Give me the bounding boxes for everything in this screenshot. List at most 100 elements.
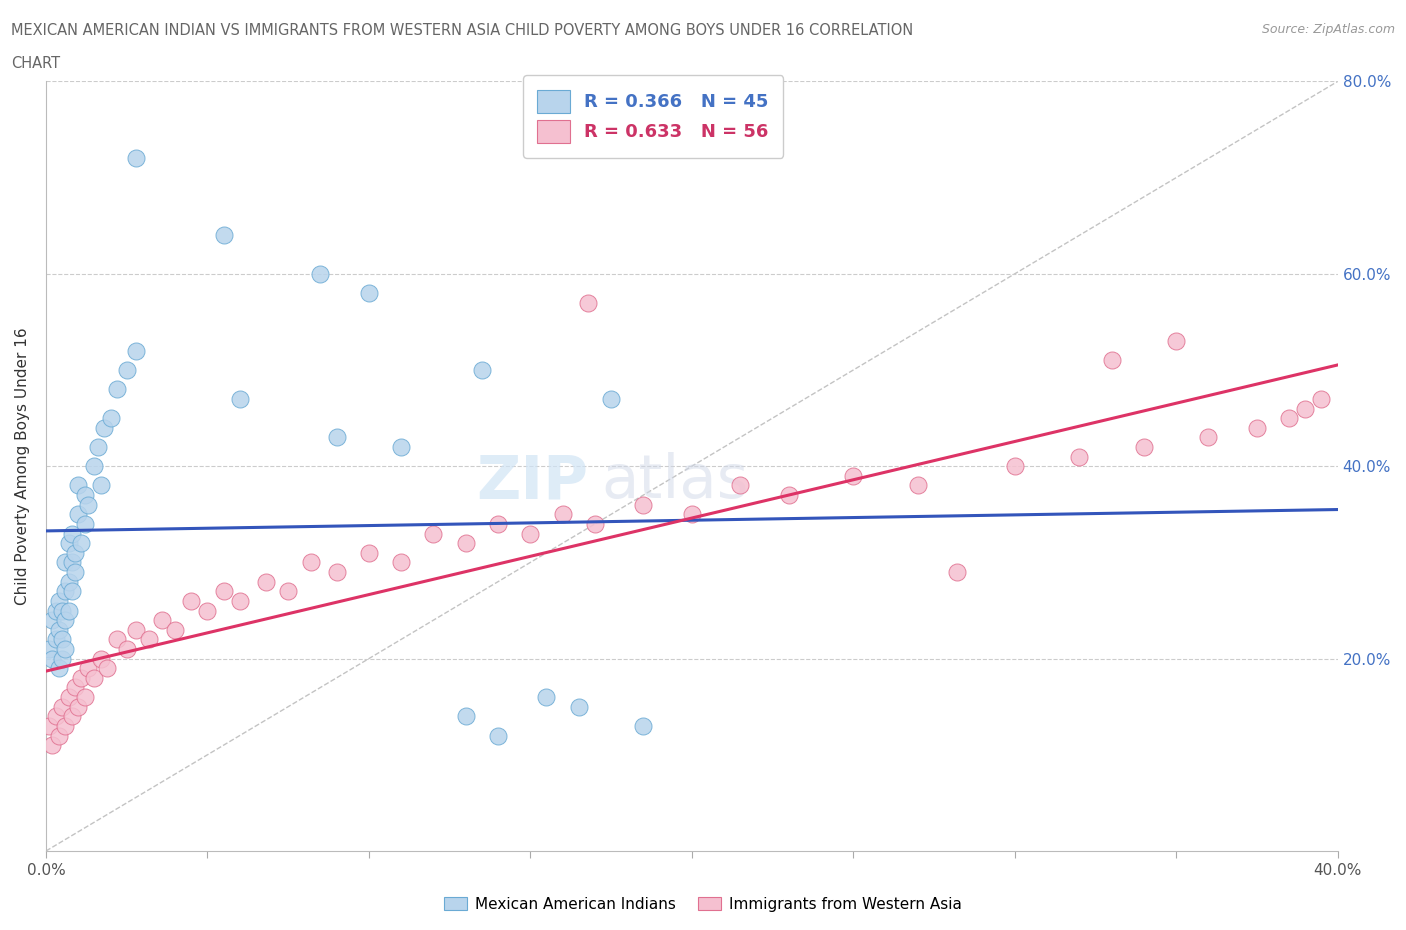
Point <box>633 498 655 512</box>
Point <box>325 565 347 579</box>
Point <box>389 440 412 455</box>
Point <box>58 690 80 705</box>
Point <box>58 603 80 618</box>
Point <box>180 593 202 608</box>
Point <box>551 507 574 522</box>
Point <box>389 555 412 570</box>
Point <box>600 392 623 406</box>
Point <box>58 574 80 589</box>
Point <box>41 613 63 628</box>
Point <box>67 507 90 522</box>
Text: MEXICAN AMERICAN INDIAN VS IMMIGRANTS FROM WESTERN ASIA CHILD POVERTY AMONG BOYS: MEXICAN AMERICAN INDIAN VS IMMIGRANTS FR… <box>11 23 914 38</box>
Point <box>48 728 70 743</box>
Point <box>60 709 83 724</box>
Point <box>83 671 105 685</box>
Point <box>45 709 67 724</box>
Point <box>536 690 558 705</box>
Point <box>125 151 148 166</box>
Point <box>51 651 73 666</box>
Point <box>86 440 108 455</box>
Point <box>1133 440 1156 455</box>
Point <box>277 584 299 599</box>
Point <box>422 526 444 541</box>
Point <box>63 565 86 579</box>
Text: atlas: atlas <box>602 452 749 512</box>
Point <box>105 382 128 397</box>
Point <box>212 228 235 243</box>
Point <box>945 565 967 579</box>
Point <box>471 363 494 378</box>
Point <box>454 709 477 724</box>
Point <box>681 507 703 522</box>
Point <box>125 622 148 637</box>
Point <box>60 526 83 541</box>
Point <box>53 613 76 628</box>
Point <box>48 593 70 608</box>
Point <box>48 622 70 637</box>
Point <box>115 363 138 378</box>
Point <box>728 478 751 493</box>
Text: Source: ZipAtlas.com: Source: ZipAtlas.com <box>1261 23 1395 36</box>
Point <box>45 603 67 618</box>
Point <box>578 295 600 310</box>
Point <box>842 469 865 484</box>
Point <box>519 526 541 541</box>
Point <box>568 699 591 714</box>
Point <box>51 699 73 714</box>
Text: CHART: CHART <box>11 56 60 71</box>
Point <box>1278 411 1301 426</box>
Point <box>63 545 86 560</box>
Point <box>58 536 80 551</box>
Point <box>165 622 187 637</box>
Point <box>150 613 173 628</box>
Point <box>90 651 112 666</box>
Point <box>325 430 347 445</box>
Point <box>60 584 83 599</box>
Point <box>1310 392 1333 406</box>
Legend: R = 0.366   N = 45, R = 0.633   N = 56: R = 0.366 N = 45, R = 0.633 N = 56 <box>523 75 783 157</box>
Point <box>63 680 86 695</box>
Point <box>53 719 76 734</box>
Point <box>228 392 250 406</box>
Point <box>83 458 105 473</box>
Point <box>90 478 112 493</box>
Point <box>309 266 332 281</box>
Point <box>48 661 70 676</box>
Point <box>67 699 90 714</box>
Point <box>93 420 115 435</box>
Point <box>73 516 96 531</box>
Point <box>41 651 63 666</box>
Point <box>67 478 90 493</box>
Point <box>53 584 76 599</box>
Point <box>212 584 235 599</box>
Point <box>1004 458 1026 473</box>
Point <box>60 555 83 570</box>
Point <box>1069 449 1091 464</box>
Point <box>77 661 100 676</box>
Point <box>125 343 148 358</box>
Point <box>907 478 929 493</box>
Point <box>100 411 122 426</box>
Point <box>197 603 219 618</box>
Point <box>1246 420 1268 435</box>
Y-axis label: Child Poverty Among Boys Under 16: Child Poverty Among Boys Under 16 <box>15 327 30 605</box>
Point <box>70 536 93 551</box>
Point <box>486 516 509 531</box>
Point <box>45 631 67 646</box>
Point <box>73 690 96 705</box>
Point <box>105 631 128 646</box>
Point <box>778 487 800 502</box>
Point <box>38 719 60 734</box>
Point <box>70 671 93 685</box>
Point <box>53 555 76 570</box>
Point <box>1198 430 1220 445</box>
Point <box>357 286 380 300</box>
Point <box>454 536 477 551</box>
Point <box>633 719 655 734</box>
Point <box>41 737 63 752</box>
Point <box>254 574 277 589</box>
Text: ZIP: ZIP <box>477 452 589 512</box>
Point <box>73 487 96 502</box>
Point <box>51 631 73 646</box>
Point <box>53 642 76 657</box>
